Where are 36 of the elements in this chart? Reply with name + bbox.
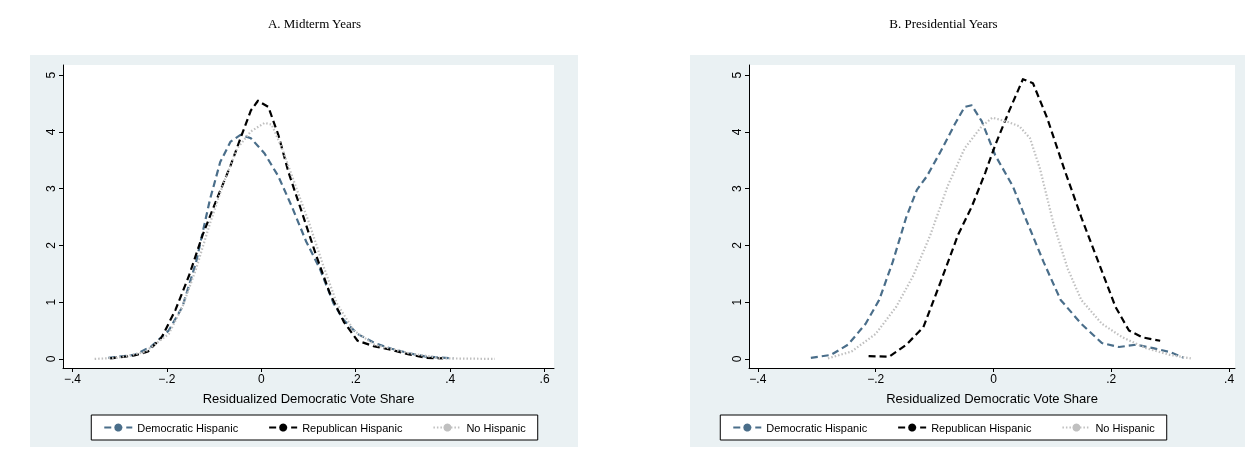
x-tick-label: −.4: [749, 372, 767, 386]
y-tick-label: 1: [730, 298, 744, 306]
line-series: [93, 121, 497, 361]
line-series: [867, 78, 1162, 358]
x-tick-label: 0: [257, 372, 265, 386]
x-tick-label: .4: [445, 372, 456, 386]
legend-label: No Hispanic: [1095, 421, 1156, 434]
x-tick-label: −.4: [63, 372, 82, 386]
y-tick-label: 5: [44, 71, 58, 79]
x-tick-label: −.2: [867, 372, 885, 386]
y-tick-label: 3: [730, 185, 744, 193]
x-tick-label: .2: [1106, 372, 1117, 386]
y-tick-label: 4: [44, 128, 58, 136]
legend-label: Republican Hispanic: [302, 421, 403, 434]
x-axis-title: Residualized Democratic Vote Share: [886, 391, 1098, 406]
chart-title: A. Midterm Years: [267, 16, 362, 31]
x-tick-label: .2: [350, 372, 362, 386]
x-tick-label: −.2: [158, 372, 176, 386]
y-tick-label: 1: [44, 298, 58, 306]
chart-title: B. Presidential Years: [889, 16, 998, 31]
line-series: [109, 99, 445, 360]
y-tick-label: 3: [44, 185, 58, 193]
x-tick-label: .4: [1224, 372, 1235, 386]
y-tick-label: 0: [44, 355, 58, 363]
legend-label: No Hispanic: [466, 421, 527, 434]
y-tick-label: 4: [730, 128, 744, 136]
x-tick-label: .6: [539, 372, 550, 386]
y-tick-label: 2: [730, 241, 744, 249]
x-axis-title: Residualized Democratic Vote Share: [202, 391, 415, 406]
legend-label: Democratic Hispanic: [766, 421, 868, 434]
x-tick-label: 0: [990, 372, 998, 386]
legend-label: Republican Hispanic: [931, 421, 1032, 434]
y-tick-label: 5: [730, 71, 744, 79]
y-tick-label: 2: [44, 241, 58, 249]
legend-label: Democratic Hispanic: [137, 421, 239, 434]
y-tick-label: 0: [730, 355, 744, 363]
